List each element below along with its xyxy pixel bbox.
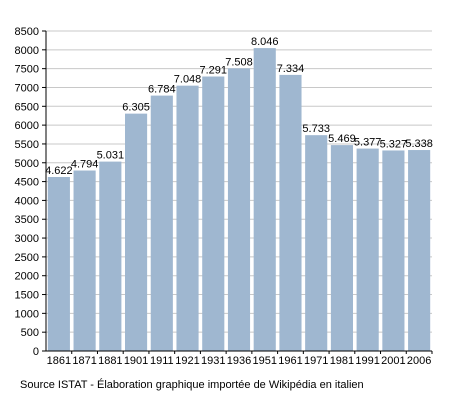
data-label-1991: 5.377: [354, 137, 382, 149]
bar-1881: [99, 161, 122, 351]
y-axis-tick-labels: 0 500 1000 1500 2000 2500 3000 3500 4000 4500 5000…: [15, 26, 39, 358]
x-tick-label-1951: 1951: [252, 355, 276, 367]
x-tick-label-1861: 1861: [47, 355, 71, 367]
y-tick-label: 6000: [15, 120, 39, 132]
y-tick-label: 8000: [15, 45, 39, 57]
data-label-2001: 5.327: [380, 138, 408, 150]
bar-1911: [150, 95, 173, 351]
x-tick-label-2001: 2001: [381, 355, 405, 367]
bar-1901: [125, 113, 148, 352]
data-label-1911: 6.784: [148, 84, 176, 96]
y-tick-label: 2500: [15, 252, 39, 264]
data-label-1901: 6.305: [122, 102, 150, 114]
y-tick-label: 0: [33, 346, 39, 358]
axes: [42, 30, 433, 354]
data-label-1981: 5.469: [328, 133, 356, 145]
x-tick-label-1881: 1881: [98, 355, 122, 367]
bar-1936: [227, 68, 251, 351]
data-label-1951: 8.046: [251, 36, 279, 48]
y-tick-label: 8500: [15, 26, 39, 38]
y-tick-label: 7500: [15, 64, 39, 76]
data-label-2006: 5.338: [405, 138, 433, 150]
data-label-1861: 4.622: [45, 165, 73, 177]
bar-2001: [382, 150, 405, 351]
data-label-1871: 4.794: [71, 159, 99, 171]
y-tick-label: 6500: [15, 101, 39, 113]
x-tick-label-1911: 1911: [150, 355, 174, 367]
bar-1921: [176, 85, 199, 352]
x-tick-label-1871: 1871: [72, 355, 96, 367]
x-tick-label-1901: 1901: [124, 355, 148, 367]
x-tick-label-1936: 1936: [227, 355, 251, 367]
y-tick-label: 500: [21, 327, 39, 339]
x-tick-label-1991: 1991: [355, 355, 379, 367]
bar-1861: [47, 176, 70, 351]
bar-1981: [330, 145, 353, 351]
y-tick-label: 2000: [15, 271, 39, 283]
y-tick-label: 1000: [15, 308, 39, 320]
y-tick-label: 3500: [15, 214, 39, 226]
data-label-1921: 7.048: [174, 74, 202, 86]
bar-1961: [279, 74, 302, 351]
x-tick-label-1961: 1961: [278, 355, 302, 367]
source-note: Source ISTAT - Élaboration graphique imp…: [20, 379, 364, 391]
x-tick-label-1931: 1931: [201, 355, 225, 367]
y-tick-label: 7000: [15, 82, 39, 94]
x-tick-label-1971: 1971: [304, 355, 328, 367]
x-axis-tick-labels: 1861 1871 1881 1901 1911 1921 1931 1936 1951 1961…: [47, 355, 432, 367]
y-tick-label: 5500: [15, 139, 39, 151]
y-tick-label: 4500: [15, 177, 39, 189]
bar-1951: [253, 48, 276, 351]
bar-1991: [356, 148, 379, 351]
x-tick-label-1921: 1921: [175, 355, 199, 367]
x-tick-label-2006: 2006: [407, 355, 431, 367]
data-label-1961: 7.334: [277, 63, 305, 75]
y-tick-label: 1500: [15, 290, 39, 302]
bar-1971: [305, 135, 328, 351]
y-tick-label: 3000: [15, 233, 39, 245]
data-label-1881: 5.031: [97, 150, 125, 162]
data-label-1931: 7.291: [200, 65, 228, 77]
data-label-1936: 7.508: [225, 56, 253, 68]
bars: [47, 48, 431, 352]
y-tick-label: 5000: [15, 158, 39, 170]
bar-1871: [73, 170, 96, 351]
data-label-1971: 5.733: [302, 123, 330, 135]
x-tick-label-1981: 1981: [330, 355, 354, 367]
y-tick-label: 4000: [15, 195, 39, 207]
bar-1931: [202, 76, 225, 352]
bar-2006: [408, 150, 431, 351]
